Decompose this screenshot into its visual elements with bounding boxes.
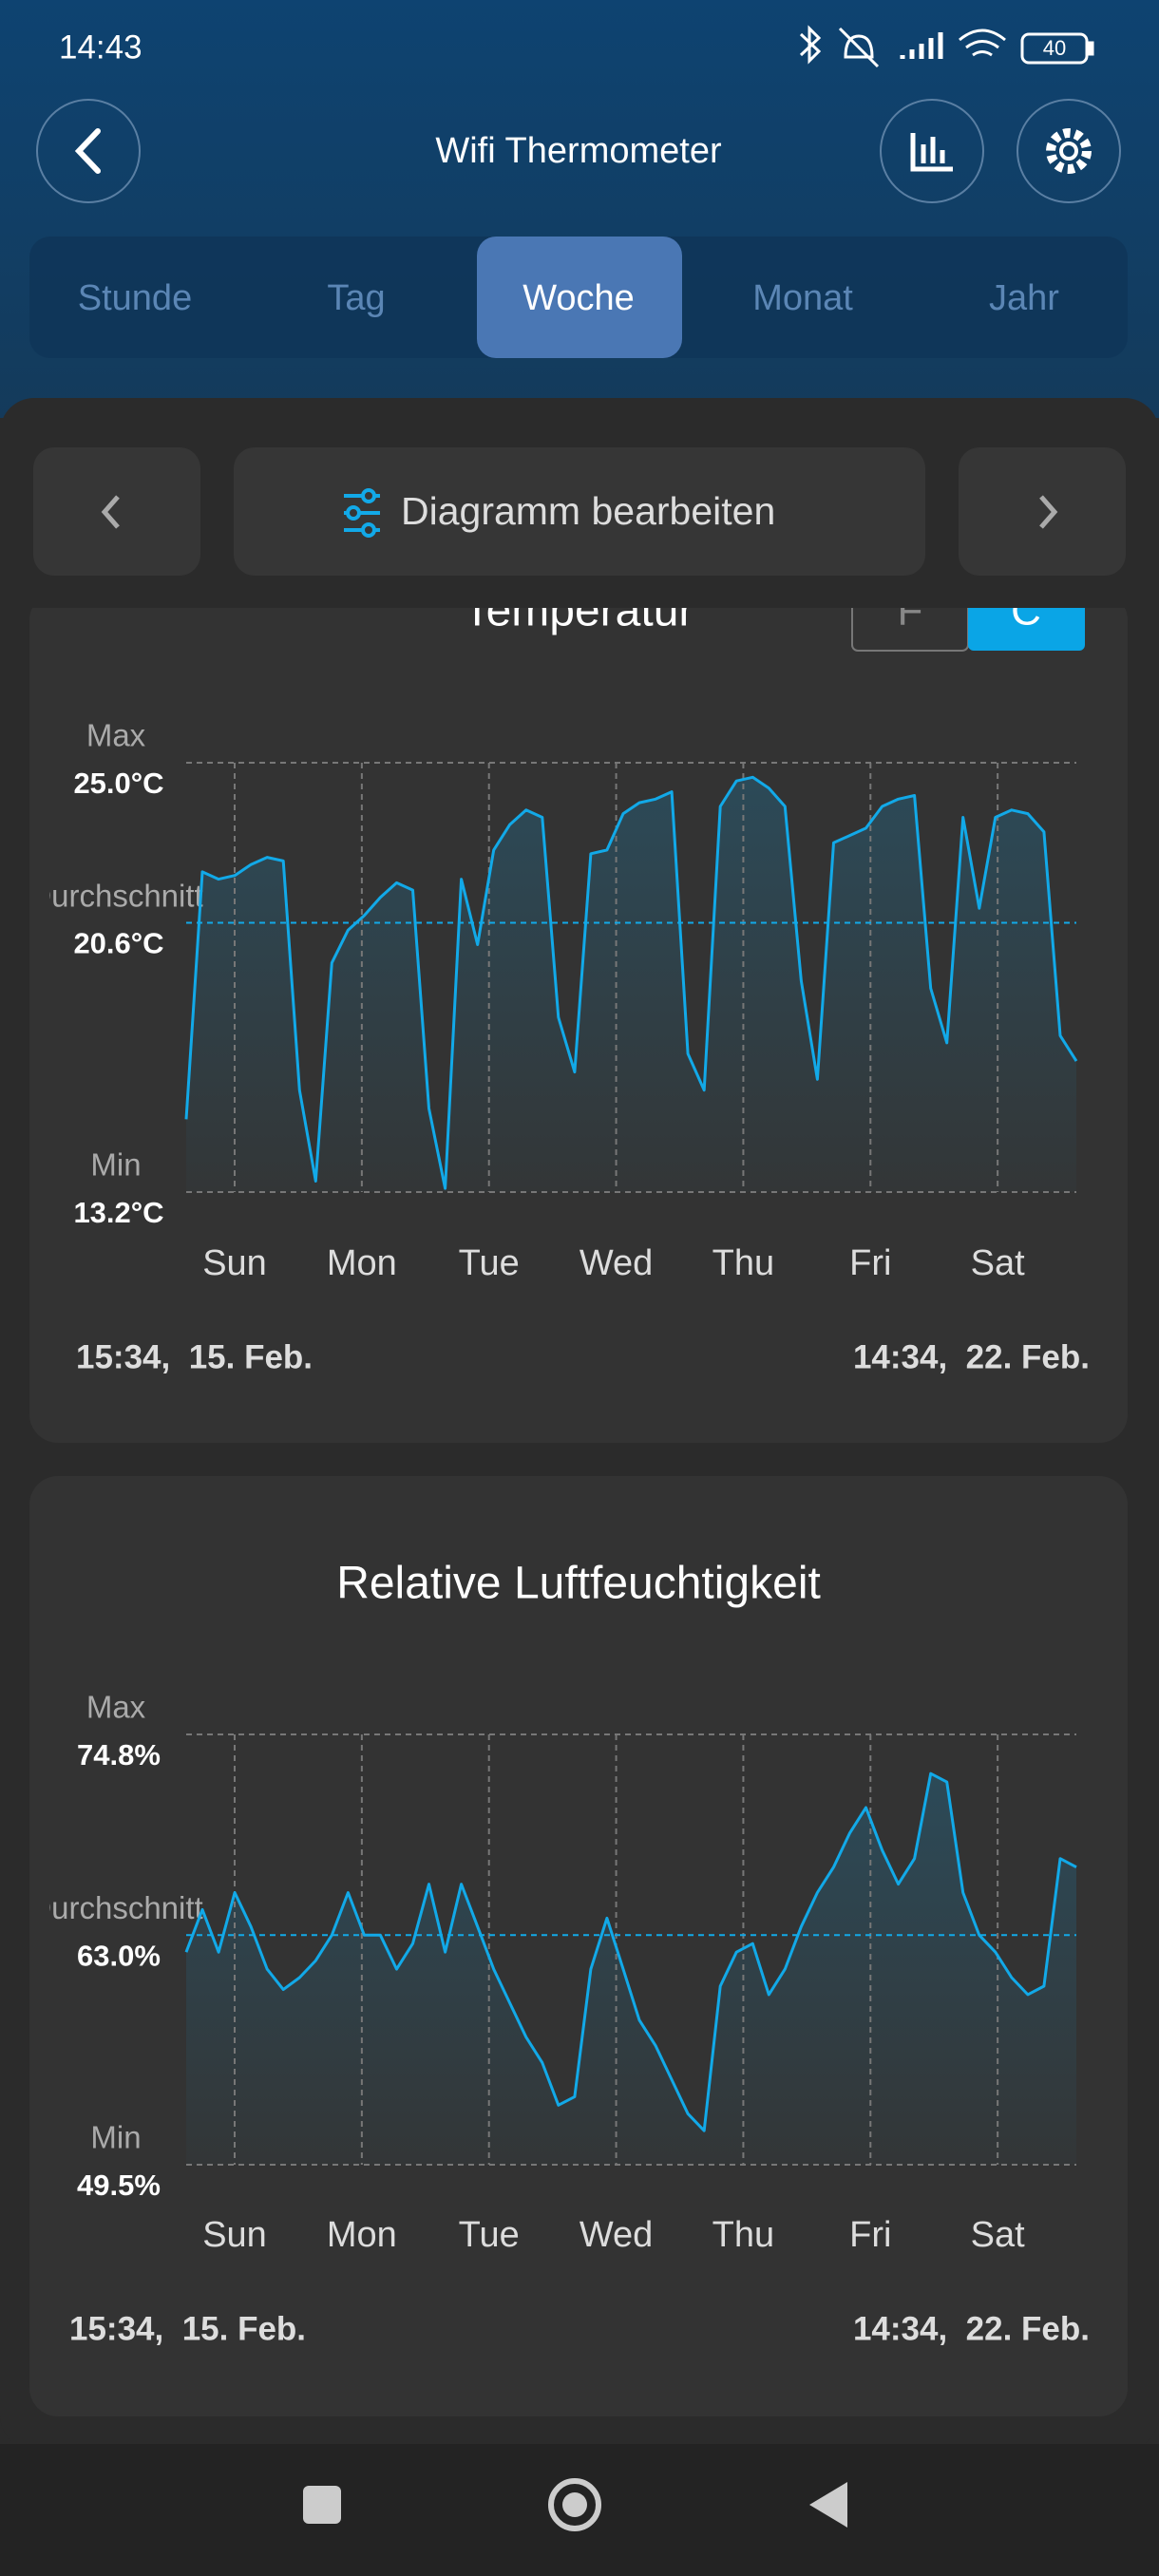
y-tick-label: 63.0% [77,1939,161,1972]
x-tick-label: Thu [712,2215,774,2255]
stats-button[interactable] [880,99,984,203]
x-tick-label: Wed [580,1243,653,1283]
x-tick-label: Sun [202,2215,267,2255]
tab-label[interactable]: Stunde [78,278,192,318]
tab-label[interactable]: Jahr [989,278,1059,318]
header-title: Wifi Thermometer [435,131,722,171]
battery-level: 40 [1043,36,1066,60]
x-tick-label: Sat [971,1243,1025,1283]
line [184,1771,1077,2132]
tab-label[interactable]: Monat [752,278,853,318]
x-tick-label: Mon [327,1243,397,1283]
x-tick-label: Thu [712,1243,774,1283]
x-tick-label: Sun [202,1243,267,1283]
tab-label[interactable]: Woche [522,278,635,318]
home-dot [562,2492,587,2517]
edit-chart-label: Diagramm bearbeiten [401,489,775,533]
y-tick-name: Durchschnitt [28,1890,202,1925]
humidity-card [29,1476,1128,2416]
start-date: 15:34, 15. Feb. [69,2310,306,2347]
back-button[interactable] [36,99,141,203]
edit-chart-button[interactable] [234,447,925,576]
x-tick-label: Fri [849,2215,891,2255]
header-bg [0,0,1159,437]
y-tick-name: Min [90,2120,141,2155]
status-icons [799,25,1094,68]
tab-selected [477,237,682,358]
next-icon [1039,495,1058,529]
y-tick-label: 74.8% [77,1738,161,1771]
y-tick-label: 25.0°C [73,767,163,800]
x-tick-label: Fri [849,1243,891,1283]
x-tick-label: Tue [459,2215,520,2255]
y-tick-name: Durchschnitt [28,878,202,913]
y-tick-name: Max [86,718,146,753]
back-nav-button[interactable] [809,2482,847,2528]
end-date: 14:34, 22. Feb. [853,2310,1090,2347]
chart-title: Relative Luftfeuchtigkeit [336,1559,821,1609]
area [186,777,1076,1192]
settings-icon [1046,128,1092,174]
settings-button[interactable] [1016,99,1121,203]
recents-button[interactable] [303,2486,341,2524]
y-tick-label: 20.6°C [73,927,163,960]
settings-icon-center [1059,142,1078,161]
tab-label[interactable]: Tag [327,278,385,318]
y-tick-label: 13.2°C [73,1196,163,1229]
start-date: 15:34, 15. Feb. [76,1338,313,1375]
y-tick-name: Max [86,1690,146,1725]
next-button[interactable] [959,447,1126,576]
y-tick-label: 49.5% [77,2169,161,2202]
home-button[interactable] [548,2478,601,2531]
sliders-icon [344,488,380,538]
prev-button[interactable] [33,447,200,576]
status-time: 14:43 [59,28,142,66]
end-date: 14:34, 22. Feb. [853,1338,1090,1375]
line [184,775,1078,1190]
chart: Relative Luftfeuchtigkeit Sun Mon Tue Wed Thu… [28,1559,1090,2348]
prev-icon [101,495,120,529]
x-tick-label: Wed [580,2215,653,2255]
area [186,1773,1076,2165]
x-tick-label: Tue [459,1243,520,1283]
back-icon [74,128,101,174]
y-tick-name: Min [90,1147,141,1183]
x-tick-label: Sat [971,2215,1025,2255]
stats-icon [910,133,953,172]
x-tick-label: Mon [327,2215,397,2255]
